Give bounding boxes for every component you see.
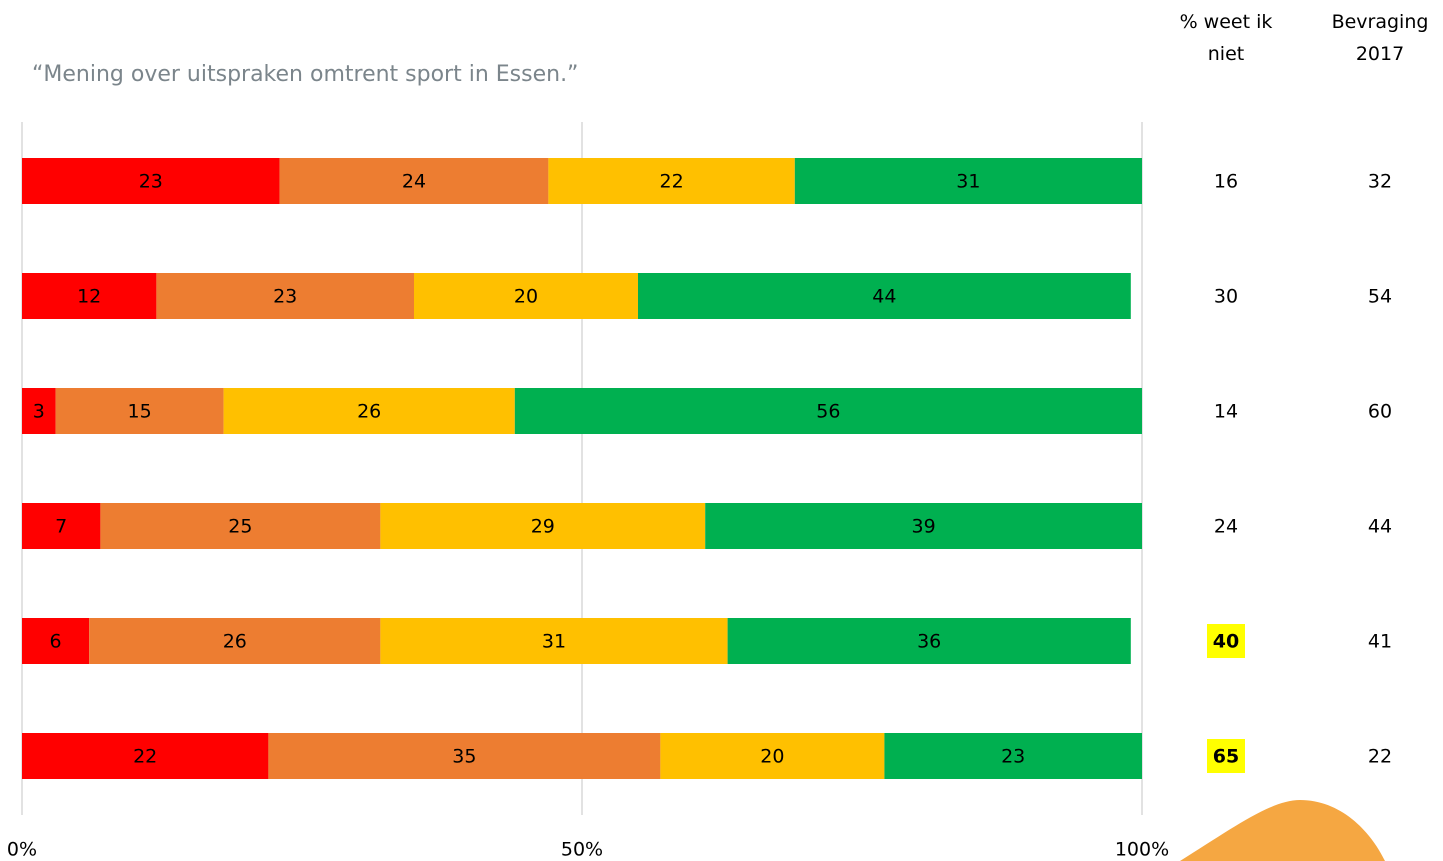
value-label: 22 [133, 746, 157, 768]
value-label: 26 [357, 401, 381, 423]
value-label: 35 [452, 746, 476, 768]
value-label: 12 [77, 286, 101, 308]
column-value: 30 [1214, 286, 1238, 308]
bar-segment [548, 158, 795, 204]
value-label: 23 [139, 171, 163, 193]
column-value: 40 [1213, 631, 1239, 653]
column-value: 60 [1368, 401, 1392, 423]
x-tick-label: 100% [1115, 839, 1169, 861]
bar-segment [22, 158, 280, 204]
value-label: 15 [128, 401, 152, 423]
bar-segment [55, 388, 224, 434]
column-value: 14 [1214, 401, 1238, 423]
value-label: 29 [531, 516, 555, 538]
value-label: 25 [228, 516, 252, 538]
bar-segment [380, 503, 706, 549]
bar-segment [279, 158, 549, 204]
bar-segment [380, 618, 728, 664]
value-label: 7 [55, 516, 67, 538]
column-header: % weet ik niet [1179, 11, 1273, 65]
bar-segment [794, 158, 1142, 204]
column-value: 22 [1368, 746, 1392, 768]
column-value: 16 [1214, 171, 1238, 193]
chart-title: “Mening over uitspraken omtrent sport in… [32, 62, 578, 87]
column-header: Bevraging 2017 [1331, 11, 1429, 65]
column-value: 32 [1368, 171, 1392, 193]
bar-segment [22, 733, 269, 779]
bar-segment [156, 273, 414, 319]
value-label: 36 [917, 631, 941, 653]
value-label: 20 [514, 286, 538, 308]
decoration [1180, 800, 1385, 861]
value-label: 31 [542, 631, 566, 653]
bar-segment [22, 388, 56, 434]
x-tick-label: 0% [7, 839, 37, 861]
bar-segment [638, 273, 1131, 319]
bar-segment [22, 273, 157, 319]
column-value: 44 [1368, 516, 1392, 538]
column-value: 54 [1368, 286, 1392, 308]
value-label: 24 [402, 171, 426, 193]
value-label: 3 [33, 401, 45, 423]
bar-segment [414, 273, 638, 319]
bar-segment [884, 733, 1142, 779]
bar-segment [89, 618, 381, 664]
highlight [1207, 624, 1245, 658]
bar-segment [22, 503, 101, 549]
value-label: 56 [816, 401, 840, 423]
column-value: 24 [1214, 516, 1238, 538]
value-label: 23 [273, 286, 297, 308]
value-label: 44 [872, 286, 896, 308]
bar-segment [100, 503, 381, 549]
value-label: 22 [660, 171, 684, 193]
value-label: 39 [912, 516, 936, 538]
column-value: 41 [1368, 631, 1392, 653]
bar-segment [705, 503, 1142, 549]
bar-segment [223, 388, 515, 434]
bar-segment [727, 618, 1131, 664]
value-label: 31 [956, 171, 980, 193]
x-tick-label: 50% [561, 839, 603, 861]
value-label: 6 [50, 631, 62, 653]
column-value: 65 [1213, 746, 1239, 768]
value-label: 23 [1001, 746, 1025, 768]
bar-segment [514, 388, 1142, 434]
bar-segment [22, 618, 90, 664]
value-label: 26 [223, 631, 247, 653]
bar-segment [660, 733, 885, 779]
value-label: 20 [760, 746, 784, 768]
highlight [1207, 739, 1245, 773]
bar-segment [268, 733, 661, 779]
